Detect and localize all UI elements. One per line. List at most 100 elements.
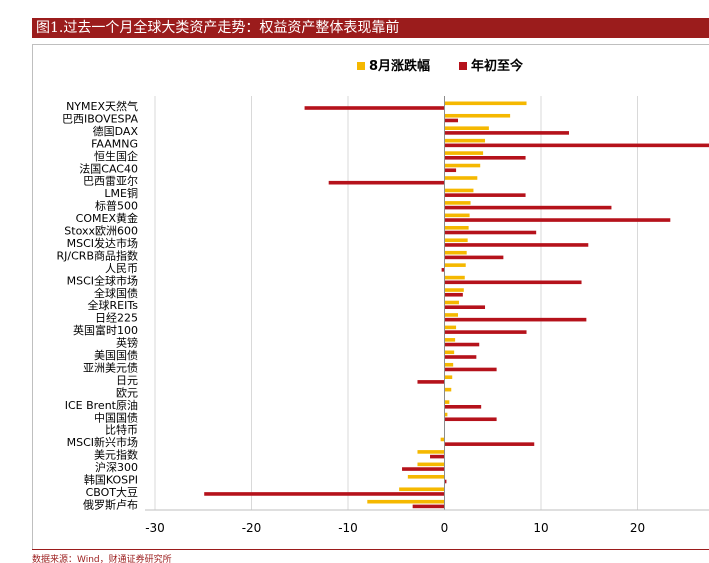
bar-monthly bbox=[440, 437, 445, 442]
category-label: 比特币 bbox=[105, 423, 138, 437]
category-label: 亚洲美元债 bbox=[83, 360, 138, 374]
bar-monthly bbox=[444, 101, 527, 106]
category-label: ICE Brent原油 bbox=[65, 398, 138, 412]
category-label: 俄罗斯卢布 bbox=[83, 498, 138, 511]
bar-monthly bbox=[444, 201, 471, 205]
bar-monthly bbox=[444, 151, 484, 155]
bottom-rule bbox=[32, 549, 709, 550]
bar-ytd bbox=[417, 380, 445, 384]
bar-ytd bbox=[430, 454, 445, 459]
bar-monthly bbox=[444, 387, 452, 392]
category-label: 恒生国企 bbox=[94, 149, 138, 163]
category-label: FAAMNG bbox=[91, 137, 138, 150]
bar-monthly bbox=[417, 462, 445, 467]
category-label: 日元 bbox=[116, 374, 138, 387]
bar-ytd bbox=[444, 305, 486, 309]
x-tick-label: 10 bbox=[533, 521, 548, 535]
bar-monthly bbox=[399, 487, 445, 492]
bar-monthly bbox=[444, 226, 469, 230]
category-label: 美国国债 bbox=[94, 348, 138, 362]
category-label: LME铜 bbox=[104, 186, 138, 200]
bar-ytd bbox=[444, 205, 612, 210]
bar-monthly bbox=[444, 176, 478, 180]
x-tick-label: 20 bbox=[630, 521, 645, 535]
category-label: CBOT大豆 bbox=[86, 485, 138, 499]
category-label: 英国富时100 bbox=[73, 323, 138, 337]
legend-label: 8月涨跌幅 bbox=[369, 58, 430, 74]
source-note: 数据来源：Wind，财通证券研究所 bbox=[32, 555, 172, 563]
bar-ytd bbox=[444, 342, 480, 347]
bar-monthly bbox=[417, 450, 445, 454]
bar-ytd bbox=[304, 106, 445, 110]
bar-ytd bbox=[444, 143, 709, 148]
bar-monthly bbox=[444, 163, 481, 168]
bar-ytd bbox=[444, 330, 527, 334]
bar-monthly bbox=[367, 499, 445, 504]
bar-monthly bbox=[444, 412, 448, 417]
bar-ytd bbox=[444, 292, 463, 297]
bar-monthly bbox=[444, 213, 470, 218]
legend-label: 年初至今 bbox=[471, 58, 524, 74]
bar-ytd bbox=[444, 168, 457, 173]
bar-monthly bbox=[444, 288, 464, 292]
bar-ytd bbox=[444, 280, 582, 285]
bar-ytd bbox=[444, 367, 497, 372]
bar-ytd bbox=[444, 243, 589, 247]
bar-ytd bbox=[444, 479, 447, 484]
category-label: 全球国债 bbox=[94, 286, 138, 300]
bar-monthly bbox=[444, 188, 474, 193]
bar-ytd bbox=[444, 193, 526, 197]
figure-title: 图1.过去一个月全球大类资产走势：权益资产整体表现靠前 bbox=[32, 18, 709, 38]
category-label: 法国CAC40 bbox=[79, 161, 138, 175]
bar-monthly bbox=[444, 313, 459, 317]
bar-monthly bbox=[444, 126, 489, 130]
bar-ytd bbox=[444, 218, 671, 222]
bar-ytd bbox=[444, 442, 535, 446]
category-label: MSCI全球市场 bbox=[67, 273, 138, 287]
category-label: 巴西雷亚尔 bbox=[83, 175, 138, 188]
bar-ytd bbox=[444, 355, 477, 359]
bar-monthly bbox=[444, 275, 465, 280]
bar-ytd bbox=[444, 405, 482, 409]
bar-ytd bbox=[441, 268, 445, 272]
bar-ytd bbox=[444, 118, 459, 123]
chart-frame bbox=[32, 44, 709, 549]
bar-monthly bbox=[444, 238, 468, 243]
category-label: 人民币 bbox=[105, 262, 138, 275]
category-label: MSCI新兴市场 bbox=[67, 435, 138, 449]
legend-swatch bbox=[357, 62, 365, 70]
x-tick-label: -30 bbox=[145, 521, 165, 535]
bar-ytd bbox=[444, 156, 526, 160]
bar-ytd bbox=[444, 417, 497, 422]
category-label: Stoxx欧洲600 bbox=[64, 225, 138, 238]
legend-swatch bbox=[459, 62, 467, 70]
bar-ytd bbox=[204, 492, 445, 496]
bar-monthly bbox=[444, 300, 459, 305]
bar-ytd bbox=[412, 504, 445, 509]
bar-monthly bbox=[444, 113, 511, 118]
category-label: 德国DAX bbox=[93, 124, 139, 138]
bar-monthly bbox=[444, 400, 450, 404]
bar-monthly bbox=[444, 325, 457, 330]
bar-ytd bbox=[444, 230, 537, 235]
bar-monthly bbox=[444, 263, 466, 267]
category-label: 巴西IBOVESPA bbox=[62, 112, 138, 125]
bar-ytd bbox=[402, 467, 445, 471]
bar-monthly bbox=[444, 338, 456, 342]
bar-ytd bbox=[328, 180, 445, 185]
bar-monthly bbox=[444, 350, 455, 355]
x-tick-label: -20 bbox=[242, 521, 262, 535]
category-label: RJ/CRB商品指数 bbox=[57, 248, 138, 262]
bar-ytd bbox=[444, 317, 587, 322]
bar-monthly bbox=[444, 138, 486, 143]
x-tick-label: 0 bbox=[441, 521, 449, 535]
category-label: 欧元 bbox=[116, 386, 138, 399]
category-label: 英镑 bbox=[116, 336, 138, 350]
category-label: 全球REITs bbox=[88, 298, 139, 312]
category-label: 中国国债 bbox=[94, 410, 138, 424]
bar-ytd bbox=[444, 131, 569, 135]
bar-ytd bbox=[444, 255, 504, 260]
category-label: COMEX黄金 bbox=[76, 211, 138, 225]
bar-monthly bbox=[444, 375, 453, 379]
